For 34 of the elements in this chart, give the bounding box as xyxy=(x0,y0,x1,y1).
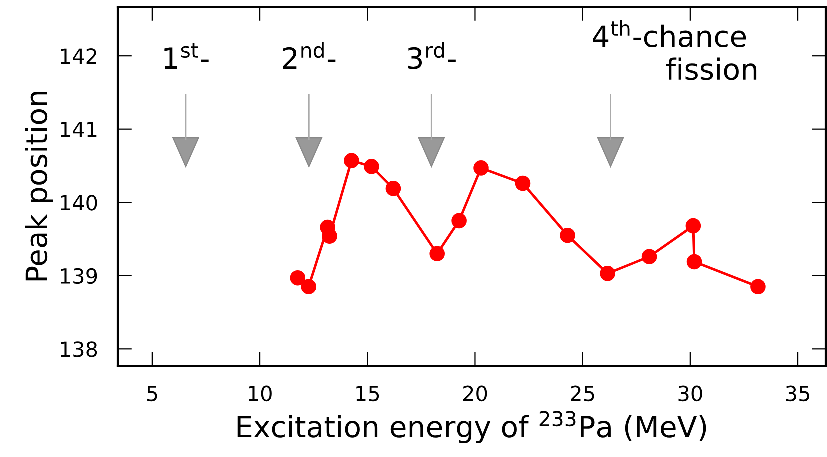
annotation: 2$^{nd}$- xyxy=(283,42,336,69)
point xyxy=(322,228,338,244)
x-tick-label: 20 xyxy=(464,386,488,402)
x-tick-label: 30 xyxy=(678,386,702,402)
y-tick-label: 139 xyxy=(61,268,98,284)
x-tick-label: 5 xyxy=(147,386,158,402)
y-tick-label: 141 xyxy=(61,122,97,138)
point xyxy=(600,266,616,282)
point xyxy=(452,213,467,229)
y-tick-label: 142 xyxy=(61,48,96,64)
point xyxy=(386,181,402,196)
x-tick-label: 35 xyxy=(786,386,810,402)
point xyxy=(344,153,360,168)
point xyxy=(686,218,702,234)
point xyxy=(560,228,576,244)
annotation: 1$^{st}$- xyxy=(164,43,209,69)
point xyxy=(364,159,380,174)
point xyxy=(515,176,531,192)
point xyxy=(642,249,658,264)
y-axis-title: Peak position xyxy=(25,92,54,281)
x-tick-label: 10 xyxy=(249,386,272,402)
x-tick-label: 25 xyxy=(571,386,594,402)
y-tick-label: 140 xyxy=(61,195,98,211)
y-tick-label: 138 xyxy=(61,342,98,358)
point xyxy=(686,254,702,270)
annotation: 3$^{rd}$- xyxy=(408,42,456,70)
x-tick-label: 15 xyxy=(356,386,380,402)
point xyxy=(290,270,306,286)
point xyxy=(750,279,766,295)
annotation: 4$^{th}$-chance fission xyxy=(593,20,757,80)
point xyxy=(430,246,445,262)
x-axis-title: Excitation energy of $^{233}$Pa (MeV) xyxy=(238,411,706,444)
point xyxy=(474,160,489,176)
point xyxy=(301,279,317,295)
